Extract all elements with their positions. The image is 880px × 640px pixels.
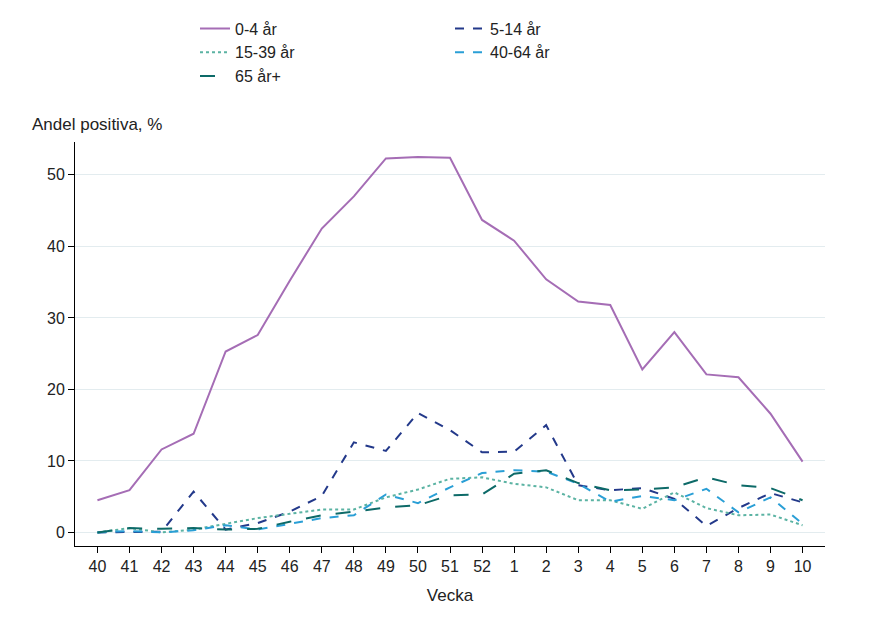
svg-text:15-39 år: 15-39 år [235, 44, 295, 61]
svg-text:4: 4 [606, 558, 615, 575]
svg-text:30: 30 [47, 310, 65, 327]
svg-text:44: 44 [217, 558, 235, 575]
svg-text:5: 5 [638, 558, 647, 575]
svg-text:46: 46 [281, 558, 299, 575]
svg-text:0: 0 [56, 524, 65, 541]
svg-text:50: 50 [409, 558, 427, 575]
svg-text:51: 51 [441, 558, 459, 575]
svg-text:40: 40 [47, 238, 65, 255]
svg-text:0-4 år: 0-4 år [235, 21, 277, 38]
svg-text:65 år+: 65 år+ [235, 68, 281, 85]
svg-text:49: 49 [377, 558, 395, 575]
svg-text:52: 52 [473, 558, 491, 575]
svg-text:3: 3 [574, 558, 583, 575]
svg-text:50: 50 [47, 166, 65, 183]
svg-text:6: 6 [670, 558, 679, 575]
svg-text:43: 43 [185, 558, 203, 575]
svg-text:8: 8 [734, 558, 743, 575]
svg-text:10: 10 [47, 453, 65, 470]
svg-text:20: 20 [47, 381, 65, 398]
svg-text:41: 41 [121, 558, 139, 575]
svg-text:10: 10 [794, 558, 812, 575]
svg-text:48: 48 [345, 558, 363, 575]
svg-text:47: 47 [313, 558, 331, 575]
svg-text:2: 2 [542, 558, 551, 575]
svg-text:Vecka: Vecka [427, 586, 474, 605]
svg-text:7: 7 [702, 558, 711, 575]
svg-text:40-64 år: 40-64 år [490, 44, 550, 61]
svg-text:1: 1 [510, 558, 519, 575]
svg-text:Andel positiva, %: Andel positiva, % [32, 115, 162, 134]
svg-text:45: 45 [249, 558, 267, 575]
svg-text:5-14 år: 5-14 år [490, 21, 541, 38]
svg-text:40: 40 [89, 558, 107, 575]
svg-text:42: 42 [153, 558, 171, 575]
svg-text:9: 9 [766, 558, 775, 575]
